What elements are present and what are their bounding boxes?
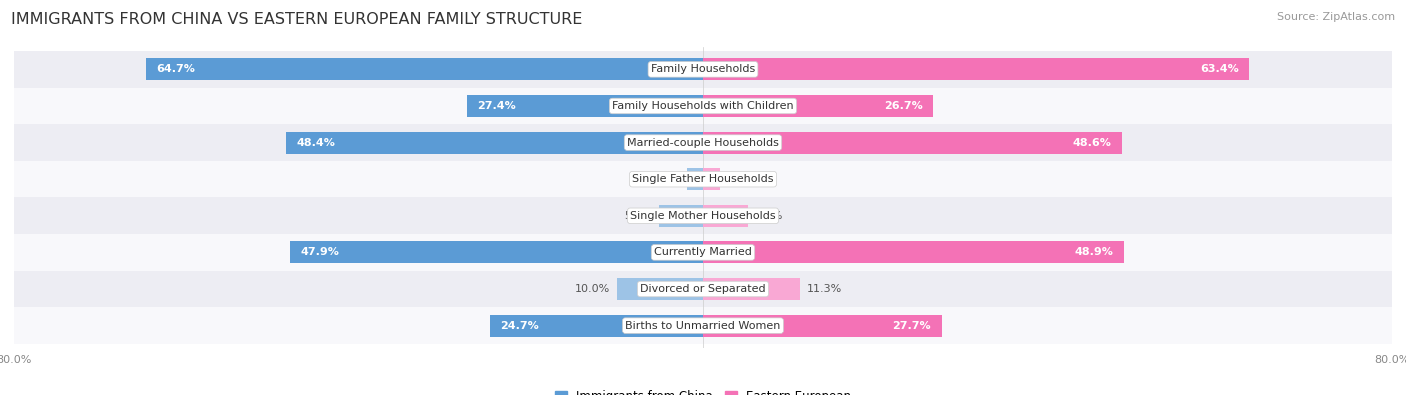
Text: Married-couple Households: Married-couple Households [627, 137, 779, 148]
Bar [146, 58, 703, 80]
Text: Divorced or Separated: Divorced or Separated [640, 284, 766, 294]
Legend: Immigrants from China, Eastern European: Immigrants from China, Eastern European [550, 385, 856, 395]
Bar [14, 124, 1392, 161]
Text: 64.7%: 64.7% [156, 64, 195, 74]
Bar [703, 278, 800, 300]
Bar [703, 241, 1125, 263]
Bar [703, 95, 934, 117]
Text: 26.7%: 26.7% [884, 101, 922, 111]
Bar [14, 271, 1392, 307]
Text: 2.0%: 2.0% [727, 174, 755, 184]
Bar [467, 95, 703, 117]
Text: 47.9%: 47.9% [301, 247, 340, 258]
Bar [703, 315, 942, 337]
Text: Source: ZipAtlas.com: Source: ZipAtlas.com [1277, 12, 1395, 22]
Text: IMMIGRANTS FROM CHINA VS EASTERN EUROPEAN FAMILY STRUCTURE: IMMIGRANTS FROM CHINA VS EASTERN EUROPEA… [11, 12, 582, 27]
Text: Single Mother Households: Single Mother Households [630, 211, 776, 221]
Bar [688, 168, 703, 190]
Text: Single Father Households: Single Father Households [633, 174, 773, 184]
Bar [14, 51, 1392, 88]
Bar [703, 132, 1122, 154]
Bar [703, 205, 748, 227]
Text: Births to Unmarried Women: Births to Unmarried Women [626, 321, 780, 331]
Text: 24.7%: 24.7% [501, 321, 540, 331]
Text: 48.6%: 48.6% [1073, 137, 1111, 148]
Bar [491, 315, 703, 337]
Bar [14, 307, 1392, 344]
Bar [617, 278, 703, 300]
Text: Family Households: Family Households [651, 64, 755, 74]
Bar [703, 168, 720, 190]
Text: Family Households with Children: Family Households with Children [612, 101, 794, 111]
Bar [14, 198, 1392, 234]
Text: Currently Married: Currently Married [654, 247, 752, 258]
Text: 5.2%: 5.2% [755, 211, 783, 221]
Bar [659, 205, 703, 227]
Text: 48.9%: 48.9% [1076, 247, 1114, 258]
Bar [14, 88, 1392, 124]
Bar [14, 161, 1392, 198]
Text: 63.4%: 63.4% [1199, 64, 1239, 74]
Text: 10.0%: 10.0% [575, 284, 610, 294]
Bar [291, 241, 703, 263]
Text: 27.4%: 27.4% [478, 101, 516, 111]
Text: 5.1%: 5.1% [624, 211, 652, 221]
Text: 11.3%: 11.3% [807, 284, 842, 294]
Bar [287, 132, 703, 154]
Text: 27.7%: 27.7% [893, 321, 931, 331]
Bar [703, 58, 1249, 80]
Text: 48.4%: 48.4% [297, 137, 336, 148]
Text: 1.8%: 1.8% [652, 174, 681, 184]
Bar [14, 234, 1392, 271]
